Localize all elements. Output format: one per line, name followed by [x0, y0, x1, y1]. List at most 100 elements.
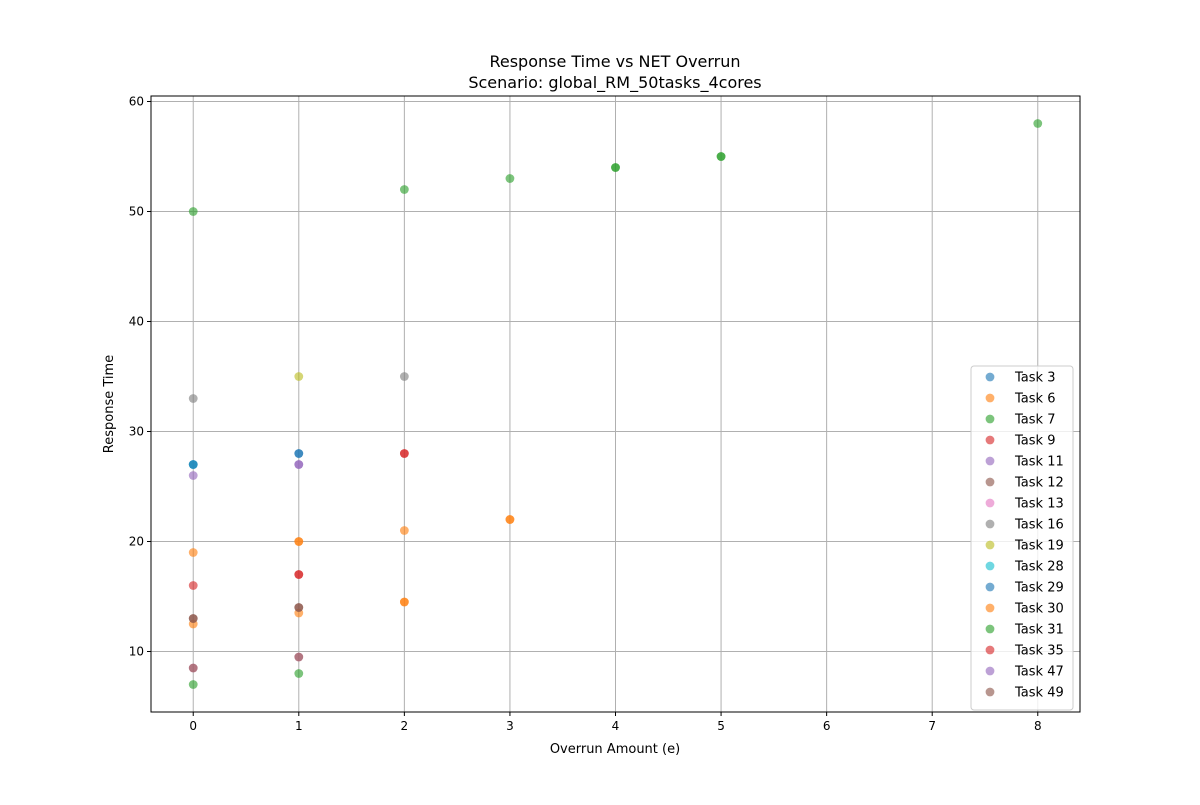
data-point — [505, 174, 515, 183]
data-point — [188, 548, 198, 557]
y-tick-label: 10 — [129, 645, 144, 659]
legend-label: Task 19 — [1014, 539, 1064, 554]
x-tick-label: 6 — [823, 719, 831, 733]
series-task-35 — [294, 449, 409, 579]
y-tick-label: 30 — [129, 425, 144, 439]
data-point — [294, 570, 304, 579]
data-point — [188, 394, 198, 403]
legend-label: Task 30 — [1014, 602, 1064, 617]
legend-item: Task 6 — [985, 392, 1055, 407]
legend-marker — [985, 603, 995, 613]
legend-label: Task 49 — [1014, 686, 1064, 701]
data-point — [294, 537, 304, 546]
x-tick-label: 2 — [401, 719, 409, 733]
data-point — [188, 581, 198, 590]
y-tick-label: 50 — [129, 205, 144, 219]
legend-marker — [985, 435, 995, 445]
x-tick-label: 8 — [1034, 719, 1042, 733]
x-tick-label: 7 — [928, 719, 936, 733]
legend-item: Task 11 — [985, 455, 1064, 470]
data-point — [188, 680, 198, 689]
y-tick-label: 60 — [129, 95, 144, 109]
legend-marker — [985, 477, 995, 487]
legend-box — [970, 365, 1074, 711]
data-point — [505, 515, 515, 524]
data-point — [294, 449, 304, 458]
legend-marker — [985, 624, 995, 634]
data-point — [294, 603, 304, 612]
data-point — [188, 207, 198, 216]
legend-label: Task 6 — [1014, 392, 1055, 407]
legend-item: Task 47 — [985, 665, 1064, 680]
legend-label: Task 13 — [1014, 497, 1064, 512]
legend-item: Task 29 — [985, 581, 1064, 596]
series-task-7 — [188, 669, 304, 689]
legend-label: Task 47 — [1014, 665, 1064, 680]
data-point — [399, 526, 409, 535]
data-point — [294, 372, 304, 381]
legend-item: Task 12 — [985, 476, 1064, 491]
legend-label: Task 7 — [1014, 413, 1055, 428]
x-tick-label: 4 — [612, 719, 620, 733]
legend-marker — [985, 456, 995, 466]
legend-marker — [985, 372, 995, 382]
y-tick-label: 40 — [129, 315, 144, 329]
legend-item: Task 19 — [985, 539, 1064, 554]
data-point — [716, 152, 726, 161]
data-point — [188, 614, 198, 623]
y-axis-ticks: 10 20 30 40 50 60 — [129, 95, 151, 659]
data-point — [399, 372, 409, 381]
legend-item: Task 49 — [985, 686, 1064, 701]
data-point — [188, 471, 198, 480]
legend-marker — [985, 561, 995, 571]
data-point — [1033, 119, 1043, 128]
legend-label: Task 12 — [1014, 476, 1064, 491]
legend-item: Task 9 — [985, 434, 1055, 449]
legend-label: Task 16 — [1014, 518, 1064, 533]
chart-title: Response Time vs NET Overrun — [489, 52, 740, 71]
legend-item: Task 7 — [985, 413, 1055, 428]
legend-label: Task 35 — [1014, 644, 1064, 659]
legend-item: Task 35 — [985, 644, 1064, 659]
series-task-16 — [188, 372, 409, 403]
x-tick-label: 3 — [506, 719, 514, 733]
series-task-31 — [188, 119, 1043, 216]
legend-item: Task 31 — [985, 623, 1064, 638]
series-task-29 — [188, 449, 304, 469]
data-point — [399, 449, 409, 458]
legend-label: Task 31 — [1014, 623, 1064, 638]
x-axis-ticks: 0 1 2 3 4 5 6 7 8 — [189, 712, 1042, 733]
data-point — [399, 597, 409, 607]
legend-marker — [985, 582, 995, 592]
legend-label: Task 9 — [1014, 434, 1055, 449]
legend-item: Task 30 — [985, 602, 1064, 617]
data-point — [294, 669, 304, 678]
legend-marker — [985, 645, 995, 655]
legend-marker — [985, 498, 995, 508]
legend-label: Task 3 — [1014, 371, 1055, 386]
data-point — [294, 460, 304, 469]
legend-marker — [985, 687, 995, 697]
data-point — [294, 652, 304, 662]
data-point — [399, 185, 409, 194]
series-task-49 — [188, 603, 304, 673]
y-axis-label: Response Time — [102, 355, 117, 453]
legend-item: Task 16 — [985, 518, 1064, 533]
y-tick-label: 20 — [129, 535, 144, 549]
legend-marker — [985, 393, 995, 403]
series-task-47 — [294, 460, 304, 469]
data-point — [188, 663, 198, 673]
legend-marker — [985, 540, 995, 550]
legend-label: Task 29 — [1014, 581, 1064, 596]
x-tick-label: 0 — [189, 719, 197, 733]
legend-item: Task 28 — [985, 560, 1064, 575]
x-axis-label: Overrun Amount (e) — [550, 742, 680, 757]
series-task-30 — [188, 515, 515, 607]
legend-item: Task 13 — [985, 497, 1064, 512]
chart-subtitle: Scenario: global_RM_50tasks_4cores — [468, 73, 761, 93]
legend-label: Task 11 — [1014, 455, 1064, 470]
legend-marker — [985, 519, 995, 529]
legend: Task 3 Task 6 Task 7 Task 9 Task 11 Task 12 Ta… — [970, 365, 1074, 711]
legend-marker — [985, 666, 995, 676]
